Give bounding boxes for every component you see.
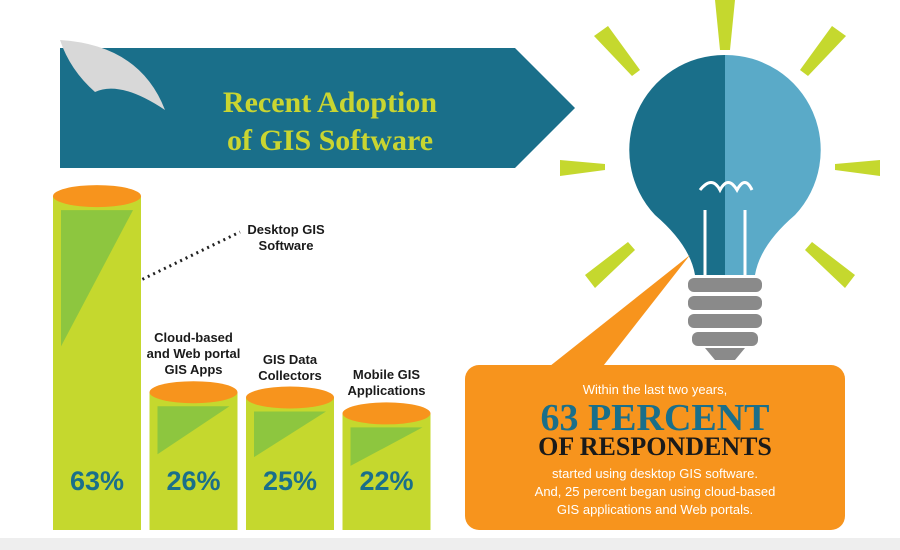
bar-shade (157, 406, 230, 455)
value-label: 63% (70, 466, 124, 496)
light-rays (560, 0, 880, 288)
callout-text: GIS applications and Web portals. (556, 502, 754, 517)
callout-subhead: OF RESPONDENTS (538, 432, 772, 461)
title-line: of GIS Software (227, 124, 433, 157)
title-line: Recent Adoption (223, 86, 437, 119)
callout-text: And, 25 percent began using cloud-based (534, 484, 776, 499)
bar-shade (61, 210, 133, 347)
bar-top (53, 185, 141, 208)
value-label: 22% (359, 466, 413, 496)
bulb-base (688, 278, 762, 360)
bar-shade (350, 427, 423, 466)
value-label: 26% (166, 466, 220, 496)
banner (60, 48, 575, 168)
page-curl (60, 40, 165, 110)
bulb-left (629, 54, 725, 275)
category-label: Cloud-based and Web portal GIS Apps (146, 330, 241, 378)
callout-box (465, 365, 845, 530)
footer-strip (0, 538, 900, 550)
bulb-right (725, 54, 821, 275)
bar-shade (254, 411, 326, 458)
callout-text: started using desktop GIS software. (552, 466, 758, 481)
category-label: Desktop GIS Software (247, 222, 325, 253)
category-label: GIS Data Collectors (258, 351, 322, 383)
bar-top (149, 381, 238, 404)
callout-text: Within the last two years, (582, 382, 728, 397)
filament (698, 181, 754, 275)
callout-headline: 63 PERCENT (540, 397, 770, 439)
category-label: Mobile GIS Applications (347, 367, 426, 399)
bar-top (246, 386, 334, 409)
callout-tail (545, 255, 690, 370)
value-label: 25% (263, 466, 317, 496)
bar-top (342, 402, 431, 425)
